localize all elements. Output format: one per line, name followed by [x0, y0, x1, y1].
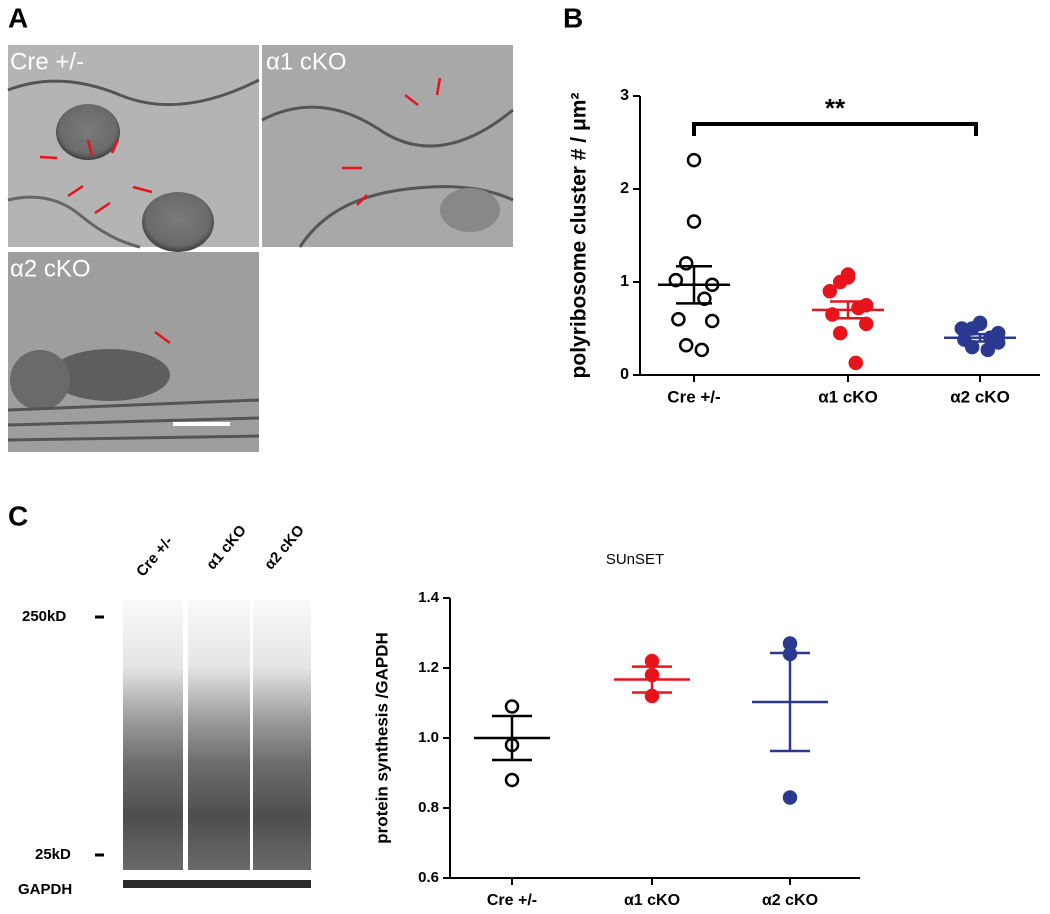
- lane-label: Cre +/-: [133, 533, 176, 580]
- micrograph: [8, 45, 259, 247]
- x-tick-label: Cre +/-: [487, 892, 537, 909]
- y-tick-label: 0.6: [418, 869, 439, 886]
- y-tick-label: 1: [620, 273, 629, 290]
- y-tick-label: 0.8: [418, 799, 439, 816]
- data-point: [964, 339, 980, 355]
- y-axis-label: polyribosome cluster # / μm²: [568, 93, 591, 379]
- scale-bar: [173, 422, 230, 426]
- data-point: [686, 152, 702, 168]
- image-label: α2 cKO: [10, 255, 91, 282]
- x-tick-label: α1 cKO: [818, 387, 878, 406]
- y-tick-label: 1.4: [418, 589, 440, 606]
- micrograph-feature: [56, 104, 120, 160]
- data-point: [678, 256, 694, 271]
- data-point: [671, 311, 686, 327]
- micrograph-feature: [10, 350, 70, 410]
- data-point: [822, 284, 838, 299]
- data-point: [782, 790, 798, 805]
- data-point: [832, 274, 848, 290]
- blot-lane: [253, 600, 311, 870]
- micrograph-feature: [7, 78, 260, 107]
- loading-control-label: GAPDH: [18, 881, 72, 898]
- data-point: [694, 342, 710, 358]
- y-tick-label: 2: [620, 180, 629, 197]
- blot-lane: [123, 600, 183, 870]
- x-tick-label: α1 cKO: [624, 892, 680, 909]
- marker-label: 250kD: [22, 608, 66, 625]
- data-point: [858, 316, 874, 332]
- data-point: [832, 325, 848, 341]
- x-tick-label: Cre +/-: [667, 387, 720, 406]
- image-label: α1 cKO: [266, 48, 347, 75]
- y-tick-label: 1.0: [418, 729, 439, 746]
- data-point: [851, 300, 866, 316]
- y-tick-label: 0: [620, 366, 629, 383]
- image-label: Cre +/-: [10, 48, 84, 75]
- data-point: [644, 653, 660, 669]
- data-point: [686, 214, 702, 229]
- blot-band: [123, 880, 311, 888]
- x-tick-label: α2 cKO: [762, 892, 818, 909]
- panel-label: C: [8, 500, 28, 531]
- data-point: [980, 342, 996, 358]
- y-axis-label: protein synthesis /GAPDH: [372, 632, 391, 844]
- arrows: [39, 77, 442, 345]
- lane-label: α1 cKO: [203, 522, 250, 573]
- lane-label: α2 cKO: [261, 522, 308, 573]
- x-tick-label: α2 cKO: [950, 387, 1010, 406]
- data-point: [697, 291, 712, 306]
- panel-label: A: [8, 2, 28, 33]
- micrograph-feature: [7, 398, 260, 442]
- y-tick-label: 1.2: [418, 659, 439, 676]
- micrograph-feature: [440, 188, 500, 232]
- data-point: [504, 699, 520, 714]
- micrograph-feature: [7, 195, 141, 249]
- significance-label: **: [825, 93, 846, 123]
- data-point: [704, 313, 720, 329]
- data-point: [668, 272, 684, 288]
- blot-lane: [188, 600, 250, 870]
- data-point: [678, 337, 694, 353]
- data-point: [848, 355, 864, 371]
- western-blot: [95, 600, 311, 888]
- significance-bracket: [692, 122, 978, 136]
- micrograph-feature: [50, 349, 170, 401]
- micrograph-feature: [142, 192, 214, 252]
- micrograph-images: [7, 45, 514, 452]
- panel-label: B: [563, 2, 583, 33]
- marker-label: 25kD: [35, 846, 71, 863]
- data-point: [504, 772, 520, 788]
- micrograph-feature: [261, 105, 514, 148]
- y-tick-label: 3: [620, 87, 629, 104]
- chart-title: SUnSET: [606, 551, 664, 568]
